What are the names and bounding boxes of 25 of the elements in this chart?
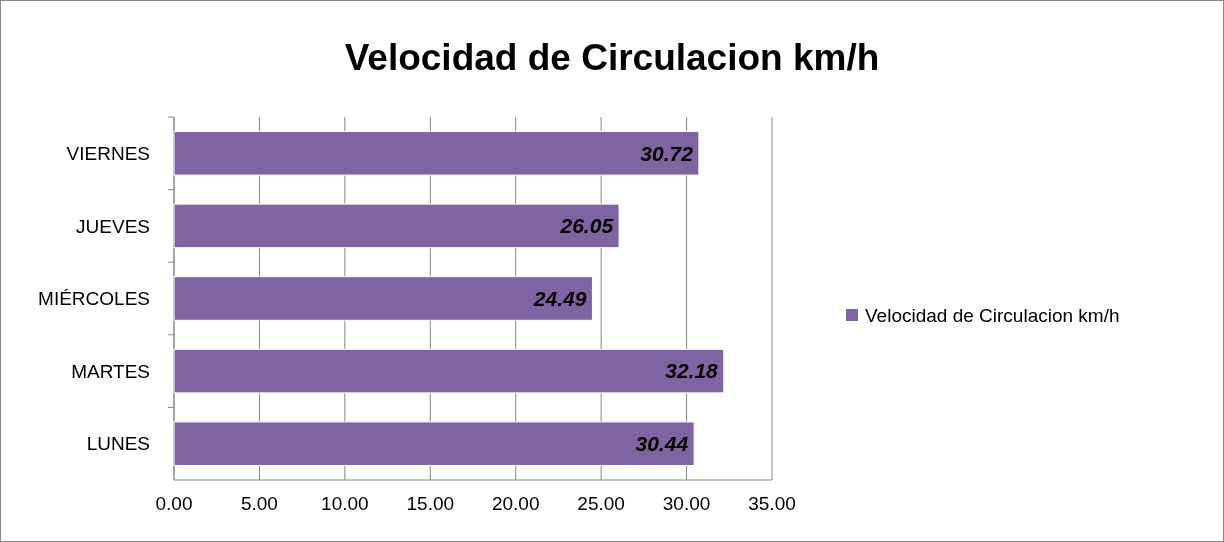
legend-label: Velocidad de Circulacion km/h <box>865 304 1120 326</box>
y-tick-label: MIÉRCOLES <box>38 288 150 310</box>
chart-title: Velocidad de Circulacion km/h <box>344 37 880 78</box>
x-tick-label: 35.00 <box>748 493 796 514</box>
x-tick-label: 5.00 <box>240 493 278 514</box>
data-label: 26.05 <box>559 214 614 238</box>
y-tick-label: JUEVES <box>76 215 150 237</box>
y-tick-label: LUNES <box>86 433 150 455</box>
data-label: 30.72 <box>640 141 694 165</box>
y-tick-label: MARTES <box>71 360 150 382</box>
data-label: 30.44 <box>635 432 689 456</box>
bar <box>173 131 700 176</box>
bar <box>173 203 620 249</box>
bar <box>173 276 593 321</box>
bar <box>173 348 725 394</box>
x-tick-label: 15.00 <box>406 493 455 514</box>
data-label: 32.18 <box>665 359 719 383</box>
x-tick-label: 25.00 <box>577 493 625 514</box>
x-tick-label: 30.00 <box>662 493 711 514</box>
data-label: 24.49 <box>532 286 587 310</box>
y-tick-label: VIERNES <box>66 142 150 164</box>
x-tick-label: 10.00 <box>321 493 369 514</box>
bar <box>173 421 695 466</box>
x-tick-label: 0.00 <box>155 493 193 514</box>
x-tick-label: 20.00 <box>491 493 540 514</box>
